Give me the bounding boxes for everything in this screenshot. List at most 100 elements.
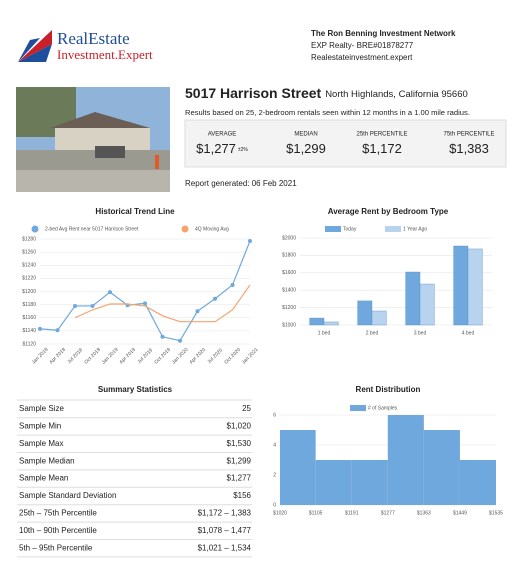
y-tick-label: 6 [273,412,276,418]
row-value: $1,078 – 1,477 [198,526,252,535]
row-label: Sample Size [19,404,64,413]
stat-number: $1,172 [362,141,402,156]
bar [459,460,496,505]
x-tick-label: Jan 2019 [101,347,120,366]
bar [453,245,469,326]
bar [423,430,460,505]
x-tick-label: 2 bed [366,330,379,336]
description: Results based on 25, 2-bedroom rentals s… [185,108,470,117]
x-tick-label: $1535 [489,510,503,516]
property-photo [16,87,170,192]
point [90,303,95,308]
x-tick-label: Apr 2018 [48,347,67,366]
point [55,328,60,333]
bar [419,283,435,326]
point [213,296,217,301]
stat-label: AVERAGE [208,132,237,138]
x-tick-label: $1363 [417,510,431,516]
x-tick-label: $1105 [309,510,323,516]
legend-label: 4Q Moving Avg [195,226,229,232]
x-tick-label: Apr 2019 [118,347,137,366]
chart-title: Rent Distribution [356,385,421,394]
legend-swatch [350,405,366,411]
bar [315,460,352,505]
table-title: Summary Statistics [98,385,173,394]
stat-label: 75th PERCENTILE [443,132,494,138]
stat-label: 25th PERCENTILE [356,132,407,138]
row-label: Sample Mean [19,474,68,483]
row-value: $1,021 – 1,534 [198,543,252,552]
bar [405,271,421,326]
license: EXP Realty- BRE#01878277 [311,41,414,50]
point [195,309,200,314]
stat-label: MEDIAN [294,132,317,138]
stat-value: $1,299 [286,141,326,156]
x-tick-label: Oct 2018 [83,347,102,366]
row-value: $1,020 [227,422,252,431]
y-tick-label: $1140 [22,328,36,334]
x-tick-label: $1449 [453,510,467,516]
y-tick-label: $1180 [22,302,36,308]
legend-label: # of Samples [368,405,398,411]
y-tick-label: $1160 [22,315,36,321]
row-value: $1,277 [227,474,252,483]
stat-number: $1,299 [286,141,326,156]
y-tick-label: 2 [273,472,276,478]
chart-title: Historical Trend Line [95,207,175,216]
x-tick-label: $1020 [273,510,287,516]
stat-value: $1,172 [362,141,402,156]
y-tick-label: $2000 [282,235,296,241]
x-tick-label: Jan 2018 [31,347,50,366]
x-tick-label: Jan 2020 [171,347,190,366]
bar [371,310,387,326]
y-tick-label: $1240 [22,263,36,269]
row-label: 10th – 90th Percentile [19,526,97,535]
x-tick-label: Jul 2020 [206,347,224,365]
stat-value: $1,277 ±2% [196,141,248,156]
point [38,326,42,331]
x-tick-label: Apr 2020 [188,347,207,366]
legend-swatch [31,225,39,233]
point [143,301,147,306]
row-value: 25 [242,404,251,413]
legend-label: Today [343,226,357,232]
logo [18,30,52,62]
x-tick-label: $1277 [381,510,395,516]
y-tick-label: $1400 [282,288,296,294]
bar [387,415,424,505]
y-tick-label: $1200 [282,305,296,311]
chart-title: Average Rent by Bedroom Type [328,207,449,216]
legend-swatch [325,226,341,232]
y-tick-label: $1200 [22,289,36,295]
y-tick-label: $1600 [282,270,296,276]
point [248,238,252,243]
row-label: Sample Max [19,439,63,448]
point [178,338,182,343]
line-series [74,284,251,323]
stat-number: $1,277 [196,141,236,156]
x-tick-label: Jul 2018 [66,347,84,365]
legend-label: 1 Year Ago [403,226,427,232]
legend-swatch [181,225,189,233]
row-value: $1,530 [227,439,252,448]
y-tick-label: 4 [273,442,276,448]
x-tick-label: 3 bed [414,330,427,336]
point [73,303,77,308]
bar [351,460,388,505]
bar [467,248,483,326]
stat-note: ±2% [238,147,249,153]
row-label: Sample Standard Deviation [19,491,116,500]
row-value: $1,172 – 1,383 [198,509,252,518]
x-tick-label: 4 bed [462,330,475,336]
stat-value: $1,383 [449,141,489,156]
y-tick-label: $1800 [282,253,296,259]
y-tick-label: $1000 [282,322,296,328]
stat-number: $1,383 [449,141,489,156]
row-value: $156 [233,491,251,500]
logo-bottom: Investment.Expert [57,47,153,62]
y-tick-label: 0 [273,502,276,508]
row-label: Sample Min [19,422,61,431]
y-tick-label: $1120 [22,341,36,347]
y-tick-label: $1260 [22,249,36,255]
